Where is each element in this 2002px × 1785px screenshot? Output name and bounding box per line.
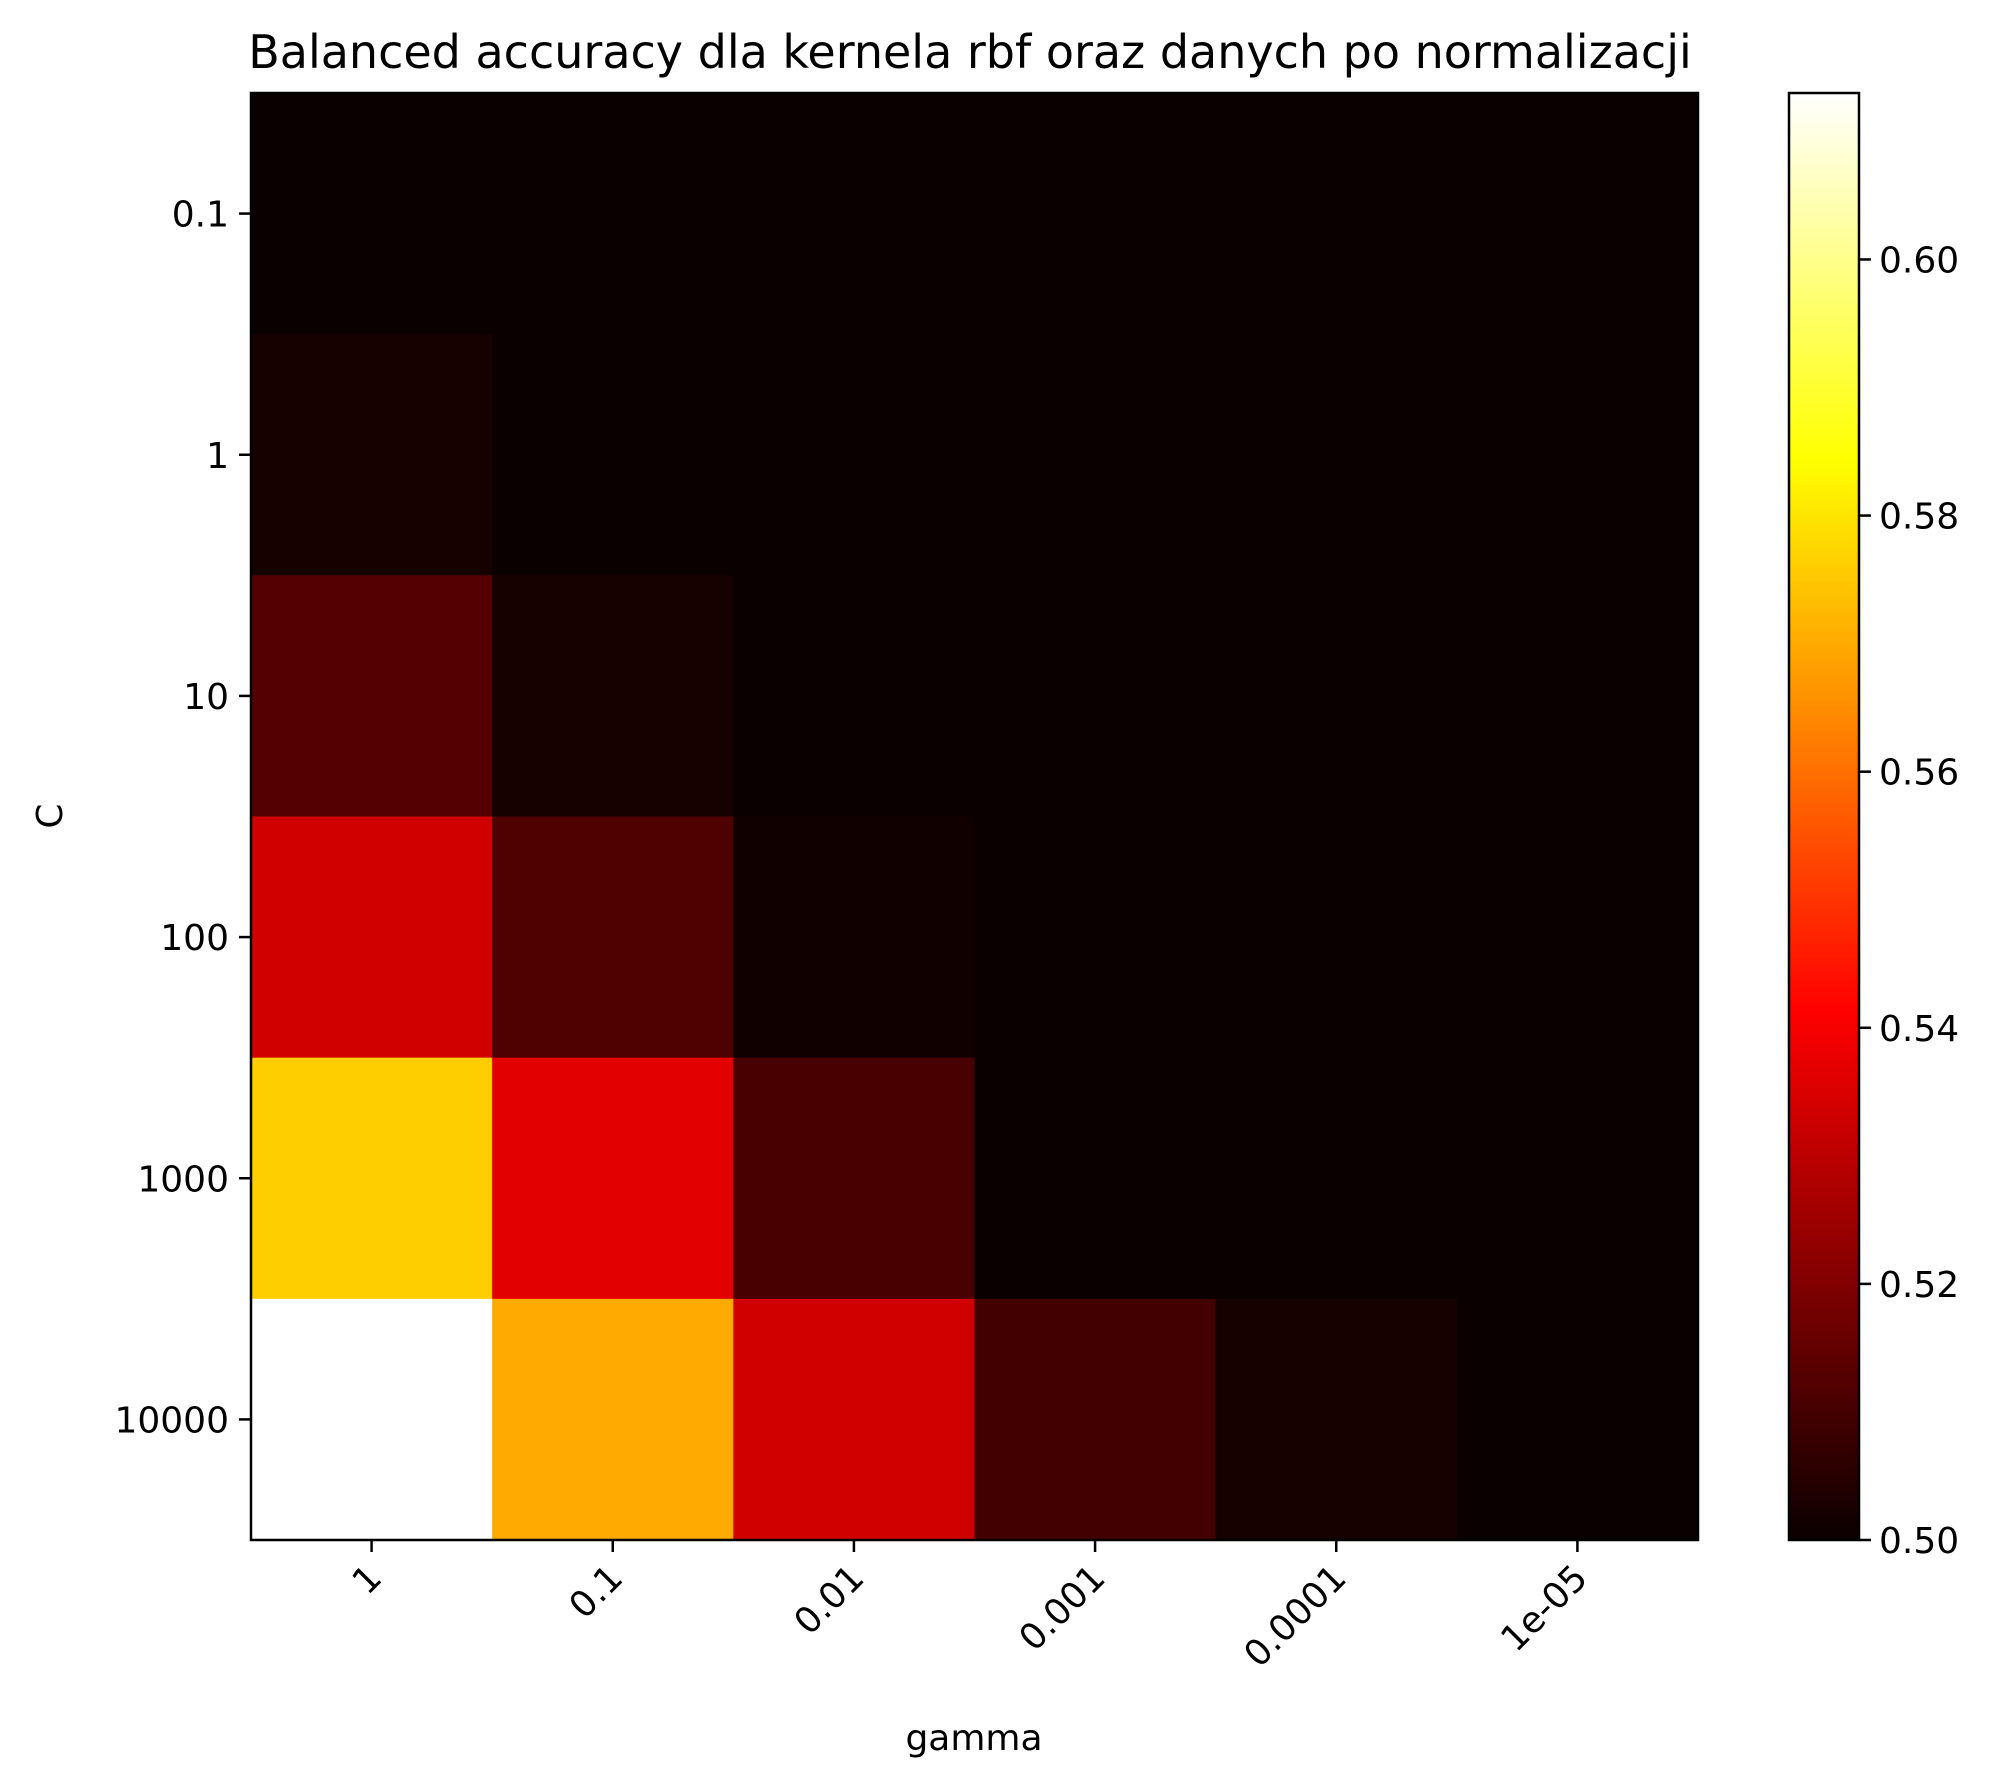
heatmap-cell	[251, 575, 493, 818]
colorbar-tick-label: 0.54	[1879, 1009, 1959, 1050]
heatmap-cell	[733, 1057, 976, 1300]
y-tick-label: 10000	[114, 1400, 229, 1441]
heatmap-cell	[733, 93, 976, 335]
heatmap-cell	[974, 1298, 1217, 1541]
heatmap-cell	[251, 1298, 493, 1541]
x-tick-label: 1	[345, 1557, 390, 1602]
heatmap-cell	[974, 816, 1217, 1059]
x-tick-label: 0.0001	[1237, 1557, 1355, 1675]
heatmap-cell	[251, 816, 493, 1059]
heatmap-cell	[1456, 575, 1699, 818]
heatmap-cell	[492, 93, 734, 335]
heatmap-cell	[492, 1298, 734, 1541]
heatmap-cell	[1215, 816, 1458, 1059]
y-axis-label: C	[30, 803, 71, 828]
x-tick-label: 0.1	[562, 1557, 631, 1626]
heatmap-cell	[974, 575, 1217, 818]
heatmap-cell	[1215, 1057, 1458, 1300]
heatmap-cell	[974, 1057, 1217, 1300]
y-tick-label: 10	[183, 677, 229, 718]
colorbar-ticks: 0.50 0.52 0.54 0.56 0.58 0.60	[1859, 240, 1959, 1562]
heatmap-cell	[733, 816, 976, 1059]
heatmap-cell	[251, 334, 493, 576]
heatmap-cell	[733, 575, 976, 818]
heatmap-cell	[974, 334, 1217, 576]
heatmap-cell	[1456, 93, 1699, 335]
colorbar-tick-label: 0.56	[1879, 753, 1959, 794]
heatmap-cell	[1456, 1298, 1699, 1541]
heatmap-cell	[1215, 93, 1458, 335]
y-tick-label: 1	[206, 436, 229, 477]
heatmap-cells	[251, 93, 1699, 1541]
colorbar-tick-label: 0.52	[1879, 1265, 1959, 1306]
chart-title: Balanced accuracy dla kernela rbf oraz d…	[248, 25, 1692, 79]
x-axis-ticks: 1 0.1 0.01 0.001 0.0001 1e-05	[345, 1540, 1596, 1675]
heatmap-cell	[974, 93, 1217, 335]
y-tick-label: 1000	[137, 1159, 229, 1200]
heatmap-cell	[1456, 334, 1699, 576]
heatmap-cell	[251, 93, 493, 335]
y-tick-label: 100	[160, 918, 229, 959]
colorbar-tick-label: 0.60	[1879, 240, 1959, 281]
colorbar	[1787, 91, 1861, 1542]
x-tick-label: 0.001	[1012, 1557, 1114, 1659]
colorbar-tick-label: 0.50	[1879, 1521, 1959, 1562]
heatmap-cell	[1215, 334, 1458, 576]
heatmap-cell	[1215, 1298, 1458, 1541]
x-axis-label: gamma	[905, 1718, 1042, 1759]
x-tick-label: 0.01	[787, 1557, 873, 1643]
heatmap-cell	[1215, 575, 1458, 818]
heatmap-cell	[492, 334, 734, 576]
heatmap-cell	[251, 1057, 493, 1300]
heatmap-cell	[733, 1298, 976, 1541]
heatmap-cell	[1456, 1057, 1699, 1300]
colorbar-tick-label: 0.58	[1879, 497, 1959, 538]
heatmap-cell	[1456, 816, 1699, 1059]
plot-frame	[249, 91, 1700, 1542]
y-axis-ticks: 0.1 1 10 100 1000 10000	[114, 195, 251, 1441]
heatmap-cell	[492, 1057, 734, 1300]
heatmap-cell	[492, 575, 734, 818]
y-tick-label: 0.1	[172, 195, 229, 236]
x-tick-label: 1e-05	[1493, 1557, 1595, 1659]
heatmap-cell	[733, 334, 976, 576]
heatmap-cell	[492, 816, 734, 1059]
